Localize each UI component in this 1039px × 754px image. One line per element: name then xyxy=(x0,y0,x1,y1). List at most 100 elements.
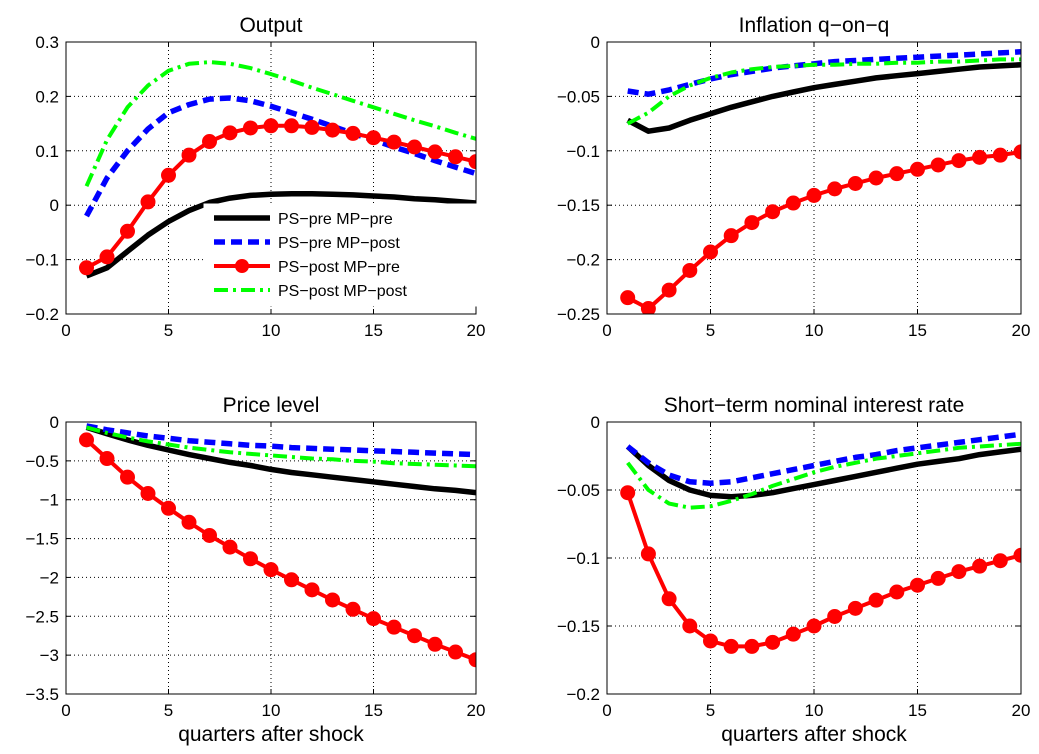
legend: PS−pre MP−pre PS−pre MP−post PS−post MP−pr… xyxy=(203,203,477,307)
series-point xyxy=(79,432,94,448)
x-tick-label: 15 xyxy=(908,701,927,720)
series-point xyxy=(868,170,884,186)
series-point xyxy=(140,485,156,501)
series-point xyxy=(407,139,422,155)
y-tick-label: −0.15 xyxy=(557,617,600,636)
series-point xyxy=(661,282,677,298)
series-line-1 xyxy=(626,62,1021,134)
y-tick-label: −0.05 xyxy=(557,87,600,106)
series-point xyxy=(448,149,463,165)
series-point xyxy=(243,120,258,136)
x-tick-label: 15 xyxy=(364,321,383,340)
series-point xyxy=(806,187,822,203)
y-tick-label: −0.1 xyxy=(566,142,600,161)
series-point xyxy=(827,181,843,197)
series-point xyxy=(468,652,476,668)
y-tick-label: 0.3 xyxy=(35,33,59,52)
y-tick-label: 0 xyxy=(591,413,600,432)
series-point xyxy=(723,228,739,244)
series-point xyxy=(930,570,946,586)
series-point xyxy=(263,562,279,578)
y-tick-label: −3 xyxy=(40,646,59,665)
series-point xyxy=(972,558,988,574)
series-point xyxy=(284,572,299,588)
y-tick-label: −2 xyxy=(40,568,59,587)
series-point xyxy=(703,244,718,260)
series-point xyxy=(161,167,176,183)
series-point xyxy=(661,591,677,607)
series-point xyxy=(785,626,801,642)
series-line-4 xyxy=(626,441,1021,510)
series-point xyxy=(682,262,698,278)
series-point xyxy=(140,194,156,210)
series-group xyxy=(620,431,1021,654)
series-point xyxy=(847,175,863,191)
subplot-title: Short−term nominal interest rate xyxy=(664,394,965,417)
x-tick-label: 5 xyxy=(706,321,715,340)
x-tick-label: 15 xyxy=(364,701,383,720)
x-tick-label: 5 xyxy=(164,701,173,720)
y-tick-label: −2.5 xyxy=(25,607,59,626)
x-axis-label: quarters after shock xyxy=(721,723,907,746)
series-point xyxy=(181,514,197,530)
series-point xyxy=(765,204,781,220)
x-tick-label: 10 xyxy=(262,701,281,720)
series-point xyxy=(222,539,238,555)
series-point xyxy=(951,153,967,169)
series-point xyxy=(910,577,925,593)
y-tick-label: −0.2 xyxy=(566,251,600,270)
series-point xyxy=(640,546,656,562)
series-point xyxy=(325,122,340,138)
series-point xyxy=(99,249,115,265)
series-line-2 xyxy=(84,95,476,218)
series-point xyxy=(99,451,115,467)
legend-label: PS−pre MP−pre xyxy=(278,211,393,228)
series-point xyxy=(386,619,402,635)
series-point xyxy=(427,636,443,652)
series-point xyxy=(951,564,967,580)
legend-label: PS−post MP−post xyxy=(278,283,408,300)
series-point xyxy=(263,118,279,134)
subplot-title: Price level xyxy=(223,394,320,417)
series-point xyxy=(723,638,739,654)
axes-box xyxy=(65,41,477,315)
series-point xyxy=(202,527,217,543)
series-point xyxy=(222,125,238,141)
series-point xyxy=(468,154,476,170)
series-point xyxy=(243,551,258,567)
series-point xyxy=(889,584,905,600)
legend-label: PS−post MP−pre xyxy=(278,259,400,276)
legend-marker xyxy=(235,259,249,273)
series-point xyxy=(806,618,822,634)
series-point xyxy=(1013,547,1021,563)
series-point xyxy=(304,582,320,598)
x-tick-label: 15 xyxy=(908,321,927,340)
subplot-2: 0 5 10 15 20 −0.25 −0.2 −0.15 −0.1 −0.05 0 Inflatio… xyxy=(557,14,1030,340)
x-tick-label: 0 xyxy=(602,321,611,340)
series-point xyxy=(620,290,636,306)
series-point xyxy=(181,147,197,163)
series-line-1 xyxy=(625,444,1021,500)
subplot-4: 0 5 10 15 20 −0.2 −0.15 −0.1 −0.05 0 Short−term no… xyxy=(557,394,1030,746)
x-tick-label: 20 xyxy=(1012,701,1031,720)
x-tick-label: 0 xyxy=(61,701,70,720)
axes-box xyxy=(606,41,1022,315)
series-point xyxy=(640,301,656,314)
series-point xyxy=(703,633,718,649)
series-point xyxy=(161,500,176,516)
y-tick-label: −0.05 xyxy=(557,481,600,500)
x-tick-label: 0 xyxy=(61,321,70,340)
series-point xyxy=(827,608,843,624)
y-tick-label: −0.2 xyxy=(25,305,59,324)
series-point xyxy=(427,144,443,160)
series-point xyxy=(868,592,884,608)
series-point xyxy=(992,553,1008,569)
series-point xyxy=(345,601,361,617)
series-point xyxy=(744,215,760,231)
x-tick-label: 20 xyxy=(467,321,486,340)
series-point xyxy=(765,634,781,650)
series-point xyxy=(744,638,760,654)
series-point xyxy=(79,260,94,276)
series-point xyxy=(930,157,946,173)
